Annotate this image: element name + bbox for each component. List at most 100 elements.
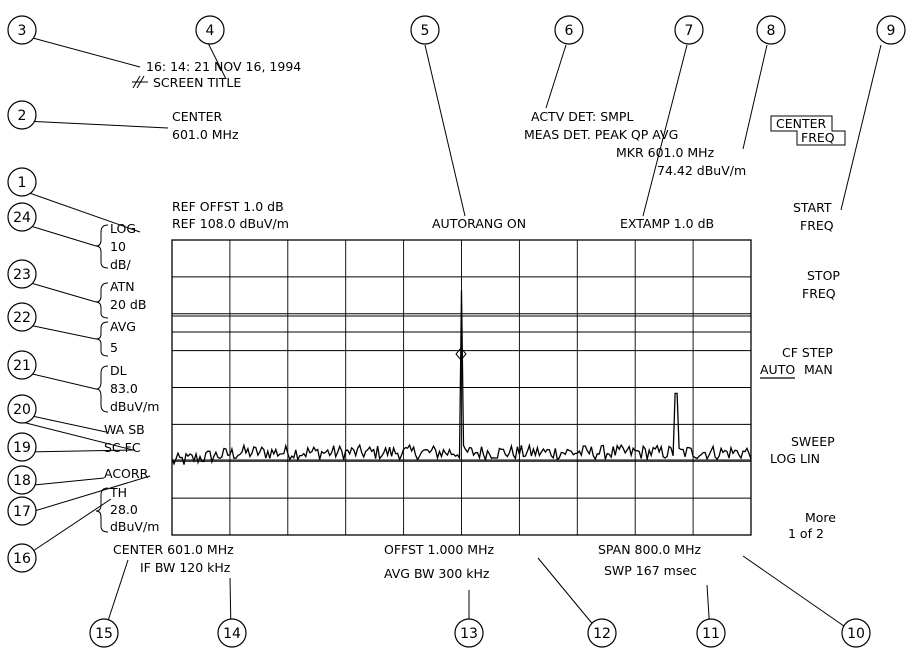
callout-leader-line bbox=[424, 44, 466, 217]
callout-leader-line bbox=[23, 477, 105, 487]
softkey-sweep-line1: SWEEP bbox=[791, 434, 835, 449]
callout-leader-line bbox=[642, 44, 688, 217]
callout-number: 11 bbox=[702, 626, 720, 642]
footer-center: CENTER 601.0 MHz bbox=[113, 542, 234, 557]
callout-circle bbox=[7, 167, 37, 197]
callout-circle bbox=[7, 202, 37, 232]
screen-title: SCREEN TITLE bbox=[153, 75, 241, 90]
average-label: AVG bbox=[110, 319, 136, 334]
softkey-cf-step-line1: CF STEP bbox=[782, 345, 833, 360]
attenuation-label: ATN bbox=[110, 279, 135, 294]
callout-leader-line bbox=[742, 44, 768, 150]
softkey-start-freq-line1: START bbox=[793, 200, 832, 215]
average-value: 5 bbox=[110, 340, 118, 355]
callout-circle bbox=[89, 618, 119, 648]
threshold-label: TH bbox=[109, 485, 127, 500]
autorange-status: AUTORANG ON bbox=[432, 216, 526, 231]
callout-circle bbox=[7, 302, 37, 332]
callout-number: 1 bbox=[18, 175, 27, 191]
softkey-cf-step-auto: AUTO bbox=[760, 362, 795, 377]
callout-number: 19 bbox=[13, 440, 31, 456]
softkey-stop-freq-line2: FREQ bbox=[802, 286, 836, 301]
threshold-value: 28.0 bbox=[110, 502, 138, 517]
softkey-sweep-line2: LOG LIN bbox=[770, 451, 820, 466]
marker-frequency: MKR 601.0 MHz bbox=[616, 145, 715, 160]
callout-circle bbox=[587, 618, 617, 648]
acorr-indicator: ACORR bbox=[104, 466, 149, 481]
callout-number: 8 bbox=[767, 23, 776, 39]
callout-circle bbox=[7, 496, 37, 526]
callout-circle bbox=[554, 15, 584, 45]
callout-circle bbox=[7, 100, 37, 130]
callout-circle bbox=[7, 543, 37, 573]
callout-leader-line bbox=[23, 371, 97, 390]
timestamp: 16: 14: 21 NOV 16, 1994 bbox=[146, 59, 301, 74]
softkey-center-freq-line1: CENTER bbox=[776, 116, 827, 131]
center-value: 601.0 MHz bbox=[172, 127, 239, 142]
callout-leader-line bbox=[17, 188, 141, 233]
callout-circle bbox=[7, 15, 37, 45]
callout-number: 14 bbox=[223, 626, 241, 642]
softkey-stop-freq[interactable]: STOP FREQ bbox=[802, 268, 840, 301]
callout-number: 21 bbox=[13, 358, 31, 374]
callout-leader-line bbox=[17, 33, 141, 68]
callout-leader-line bbox=[840, 44, 882, 211]
scale-unit: dB/ bbox=[110, 257, 132, 272]
callout-number: 20 bbox=[13, 402, 31, 418]
softkey-stop-freq-line1: STOP bbox=[807, 268, 840, 283]
footer-span: SPAN 800.0 MHz bbox=[598, 542, 701, 557]
softkey-cf-step-man: MAN bbox=[804, 362, 833, 377]
callout-leader-line bbox=[23, 280, 97, 303]
callout-circle bbox=[410, 15, 440, 45]
callout-number: 13 bbox=[460, 626, 478, 642]
callout-leader-line bbox=[545, 44, 567, 109]
callout-number: 23 bbox=[13, 267, 31, 283]
measurement-detector: MEAS DET. PEAK QP AVG bbox=[524, 127, 678, 142]
callout-number: 9 bbox=[887, 23, 896, 39]
footer-avg-bandwidth: AVG BW 300 kHz bbox=[384, 566, 490, 581]
callout-circle bbox=[674, 15, 704, 45]
callout-circle bbox=[7, 394, 37, 424]
annotation-braces bbox=[95, 224, 109, 533]
softkey-sweep[interactable]: SWEEP LOG LIN bbox=[770, 434, 835, 466]
callout-leader-line bbox=[207, 42, 227, 80]
callout-leader-line bbox=[17, 475, 151, 517]
callout-number: 15 bbox=[95, 626, 113, 642]
callout-leader-line bbox=[537, 557, 601, 634]
softkey-start-freq-line2: FREQ bbox=[800, 218, 834, 233]
callout-circle bbox=[7, 350, 37, 380]
callout-number: 10 bbox=[847, 626, 865, 642]
spectrum-trace bbox=[171, 290, 752, 466]
callout-number: 2 bbox=[18, 108, 27, 124]
display-line-label: DL bbox=[110, 363, 127, 378]
callout-leader-line bbox=[742, 555, 855, 634]
softkey-start-freq[interactable]: START FREQ bbox=[793, 200, 834, 233]
callout-circle bbox=[7, 432, 37, 462]
footer-offset: OFFST 1.000 MHz bbox=[384, 542, 494, 557]
callout-number: 18 bbox=[13, 473, 31, 489]
scale-value: 10 bbox=[110, 239, 126, 254]
callout-number: 7 bbox=[685, 23, 694, 39]
marker-level: 74.42 dBuV/m bbox=[657, 163, 746, 178]
callout-circle bbox=[7, 259, 37, 289]
callout-leader-line bbox=[23, 449, 136, 453]
callout-circle bbox=[756, 15, 786, 45]
reference-offset: REF OFFST 1.0 dB bbox=[172, 199, 284, 214]
callout-leader-line bbox=[23, 323, 97, 340]
callout-leader-line bbox=[17, 420, 134, 451]
softkey-center-freq-line2: FREQ bbox=[801, 130, 835, 145]
threshold-unit: dBuV/m bbox=[110, 519, 159, 534]
softkey-center-freq[interactable]: CENTER FREQ bbox=[770, 115, 846, 146]
softkey-more[interactable]: More 1 of 2 bbox=[788, 510, 836, 541]
softkey-more-line1: More bbox=[805, 510, 836, 525]
callout-number: 17 bbox=[13, 504, 31, 520]
callout-number: 6 bbox=[565, 23, 574, 39]
callout-circle bbox=[876, 15, 906, 45]
graticule bbox=[171, 239, 752, 536]
callout-circle bbox=[195, 15, 225, 45]
softkey-cf-step[interactable]: CF STEP AUTO MAN bbox=[760, 345, 833, 379]
callout-number: 4 bbox=[206, 23, 215, 39]
active-detector: ACTV DET: SMPL bbox=[531, 109, 633, 124]
callout-leader-line bbox=[23, 223, 97, 247]
